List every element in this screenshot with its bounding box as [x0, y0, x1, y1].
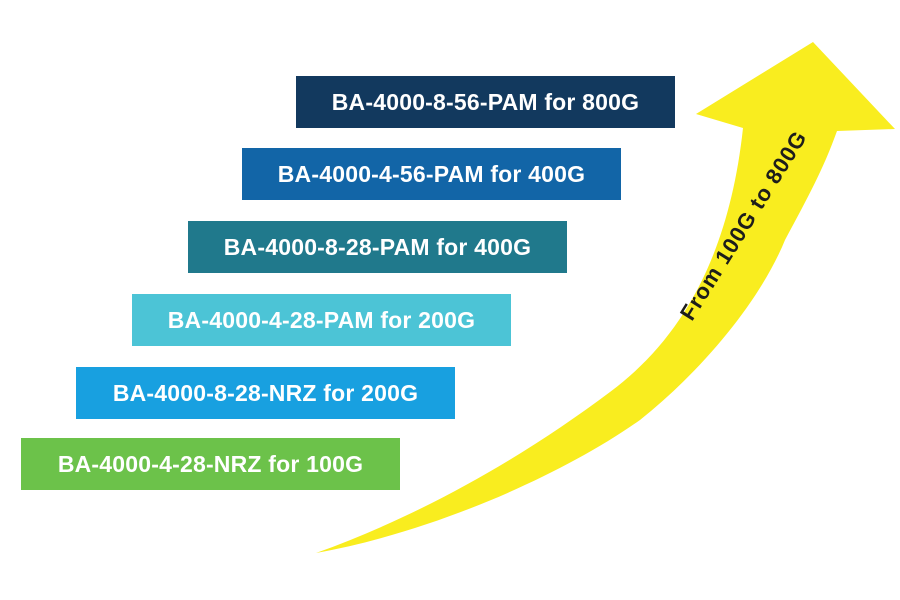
growth-arrow-shape	[316, 42, 895, 553]
step-bar-label: BA-4000-8-28-PAM for 400G	[223, 233, 532, 260]
step-bar-label: BA-4000-4-28-NRZ for 100G	[57, 450, 364, 477]
step-bar-label: BA-4000-8-56-PAM for 800G	[331, 88, 640, 115]
step-bar-2: BA-4000-4-56-PAM for 400G	[242, 148, 621, 200]
step-bar-label: BA-4000-4-56-PAM for 400G	[277, 160, 586, 187]
step-bar-6: BA-4000-4-28-NRZ for 100G	[21, 438, 400, 490]
step-bar-1: BA-4000-8-56-PAM for 800G	[296, 76, 675, 128]
step-bar-label: BA-4000-4-28-PAM for 200G	[167, 306, 476, 333]
step-bar-4: BA-4000-4-28-PAM for 200G	[132, 294, 511, 346]
step-bar-5: BA-4000-8-28-NRZ for 200G	[76, 367, 455, 419]
step-bar-label: BA-4000-8-28-NRZ for 200G	[112, 379, 419, 406]
step-bar-3: BA-4000-8-28-PAM for 400G	[188, 221, 567, 273]
